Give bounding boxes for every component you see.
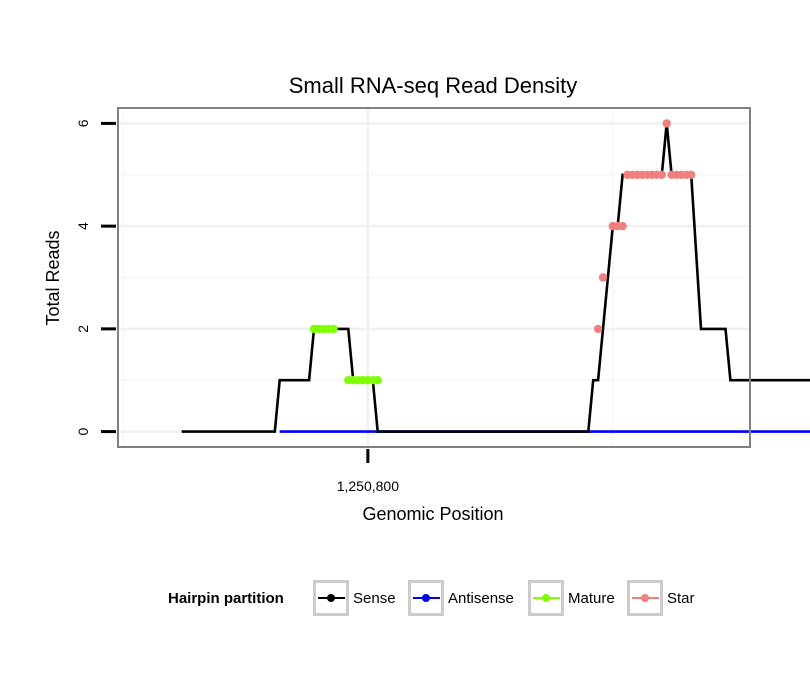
- legend-label: Sense: [353, 590, 396, 607]
- y-tick-label: 2: [75, 325, 91, 333]
- legend-label: Star: [667, 590, 695, 607]
- y-tick-label: 0: [75, 427, 91, 435]
- legend-items: Sense Antisense Mature Star: [313, 580, 695, 616]
- legend-key-point: [422, 594, 430, 602]
- x-axis: 1,250,8001,250,900: [337, 449, 399, 494]
- legend-item-antisense: Antisense: [408, 580, 514, 616]
- legend-item-star: Star: [627, 580, 695, 616]
- data-point-star: [618, 221, 627, 231]
- data-point-mature: [329, 324, 338, 334]
- legend-label: Mature: [568, 590, 615, 607]
- legend: Hairpin partition Sense Antisense Mature St…: [168, 580, 695, 616]
- chart-title: Small RNA-seq Read Density: [289, 73, 578, 98]
- y-tick-label: 4: [75, 222, 91, 230]
- y-axis: 0 2 4 6: [75, 119, 116, 435]
- legend-title: Hairpin partition: [168, 590, 284, 607]
- data-point-star: [598, 273, 608, 282]
- legend-key-point: [542, 594, 550, 602]
- legend-key-point: [641, 594, 649, 602]
- legend-label: Antisense: [448, 590, 514, 607]
- data-point-star: [657, 170, 666, 179]
- y-axis-title: Total Reads: [43, 230, 63, 325]
- data-point-mature: [373, 376, 382, 385]
- plot-panel: [117, 107, 810, 448]
- data-point-star: [662, 119, 671, 128]
- data-point-star: [687, 170, 696, 179]
- legend-item-mature: Mature: [528, 580, 615, 616]
- series-layer: [181, 119, 810, 433]
- legend-item-sense: Sense: [313, 580, 396, 616]
- series-star: [593, 119, 696, 334]
- x-tick-label: 1,250,800: [337, 478, 399, 494]
- data-point-star: [593, 324, 603, 334]
- series-mature: [309, 324, 382, 385]
- legend-key-point: [327, 594, 335, 602]
- x-axis-title: Genomic Position: [362, 504, 503, 524]
- y-tick-label: 6: [75, 119, 91, 127]
